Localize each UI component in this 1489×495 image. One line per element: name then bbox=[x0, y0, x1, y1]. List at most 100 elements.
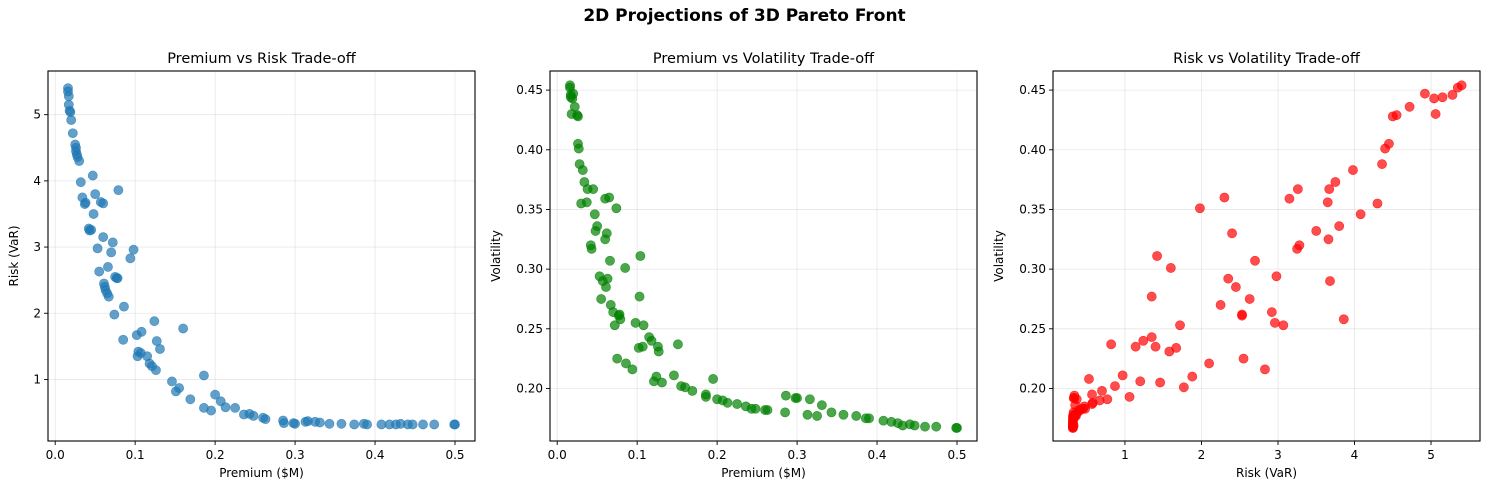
y-axis-label: Risk (VaR) bbox=[7, 225, 21, 286]
x-tick-label: 0.2 bbox=[708, 448, 727, 462]
data-point bbox=[1244, 294, 1255, 304]
data-point bbox=[125, 253, 136, 264]
data-point bbox=[638, 320, 649, 331]
data-point bbox=[589, 209, 600, 220]
data-point bbox=[669, 370, 679, 381]
data-point bbox=[418, 419, 428, 430]
data-point bbox=[1377, 159, 1387, 169]
data-point bbox=[336, 418, 347, 429]
data-point bbox=[604, 192, 615, 203]
y-tick-label: 0.30 bbox=[1019, 262, 1046, 276]
data-point bbox=[1223, 273, 1234, 284]
x-tick-label: 0.2 bbox=[206, 448, 225, 462]
data-point bbox=[596, 294, 607, 304]
data-point bbox=[1284, 193, 1295, 204]
data-point bbox=[1084, 374, 1094, 384]
y-tick-label: 0.25 bbox=[516, 322, 543, 336]
data-point bbox=[248, 410, 259, 421]
data-point bbox=[98, 232, 109, 243]
data-point bbox=[780, 390, 791, 401]
y-tick-label: 0.30 bbox=[516, 262, 543, 276]
data-point bbox=[429, 419, 440, 430]
data-point bbox=[260, 414, 271, 425]
data-point bbox=[708, 374, 719, 384]
data-point bbox=[573, 143, 584, 154]
y-tick-label: 0.45 bbox=[1019, 83, 1046, 97]
data-point bbox=[1322, 197, 1333, 208]
data-point bbox=[149, 316, 160, 327]
data-point bbox=[1271, 271, 1282, 282]
x-tick-label: 5 bbox=[1427, 448, 1435, 462]
figure-suptitle: 2D Projections of 3D Pareto Front bbox=[583, 6, 906, 26]
data-point bbox=[87, 170, 98, 181]
data-point bbox=[838, 409, 849, 420]
data-point bbox=[1334, 221, 1345, 232]
x-axis-label: Premium ($M) bbox=[721, 466, 806, 480]
data-point bbox=[86, 224, 97, 235]
y-tick-label: 0.20 bbox=[516, 381, 543, 395]
data-point bbox=[750, 403, 761, 414]
data-point bbox=[1204, 358, 1215, 369]
data-point bbox=[178, 323, 189, 334]
data-point bbox=[1404, 101, 1415, 112]
data-point bbox=[1230, 282, 1241, 292]
data-point bbox=[1452, 82, 1463, 93]
data-point bbox=[75, 177, 86, 188]
data-point bbox=[1238, 353, 1249, 364]
data-point bbox=[952, 422, 962, 433]
data-point bbox=[673, 339, 683, 350]
data-point bbox=[816, 400, 827, 411]
data-point bbox=[826, 407, 837, 418]
data-point bbox=[112, 273, 123, 284]
data-point bbox=[687, 385, 698, 396]
data-point bbox=[1266, 307, 1277, 317]
data-point bbox=[98, 198, 109, 209]
data-point bbox=[605, 255, 615, 266]
y-axis-label: Volatility bbox=[489, 230, 503, 282]
x-tick-label: 0.0 bbox=[548, 448, 567, 462]
data-point bbox=[174, 383, 185, 393]
data-point bbox=[577, 165, 588, 175]
data-point bbox=[1178, 382, 1189, 393]
data-point bbox=[136, 326, 147, 337]
data-point bbox=[94, 266, 105, 277]
x-tick-label: 3 bbox=[1274, 448, 1282, 462]
data-point bbox=[851, 411, 862, 421]
panel-premium-vs-risk: 0.0 0.1 0.2 0.3 0.4 0.5 1 2 3 4 5 Premium vs Risk T… bbox=[0, 0, 496, 495]
data-point bbox=[792, 393, 802, 403]
data-point bbox=[1311, 226, 1322, 236]
data-point bbox=[1087, 389, 1097, 400]
data-point bbox=[609, 320, 620, 331]
data-point bbox=[151, 365, 161, 376]
data-point bbox=[230, 403, 241, 413]
data-point bbox=[586, 243, 597, 254]
data-point bbox=[1270, 317, 1280, 328]
y-tick-label: 5 bbox=[33, 108, 41, 122]
data-point bbox=[634, 291, 645, 302]
data-point bbox=[909, 420, 920, 431]
panel-title: Premium vs Volatility Trade-off bbox=[653, 51, 875, 67]
data-point bbox=[278, 418, 289, 429]
data-point bbox=[1117, 370, 1128, 381]
data-point bbox=[568, 88, 579, 99]
data-points bbox=[63, 83, 460, 430]
data-point bbox=[588, 184, 599, 195]
x-tick-label: 0.5 bbox=[445, 448, 464, 462]
data-point bbox=[118, 334, 129, 345]
data-point bbox=[1146, 291, 1157, 302]
data-point bbox=[109, 309, 120, 320]
data-point bbox=[602, 273, 613, 284]
data-point bbox=[407, 419, 418, 430]
data-point bbox=[362, 419, 372, 430]
y-tick-label: 0.45 bbox=[516, 83, 543, 97]
y-tick-label: 0.40 bbox=[516, 143, 543, 157]
data-point bbox=[592, 221, 603, 232]
data-point bbox=[1110, 381, 1120, 391]
data-point bbox=[324, 418, 335, 429]
data-point bbox=[128, 244, 139, 255]
y-tick-label: 0.20 bbox=[1019, 381, 1046, 395]
data-point bbox=[1135, 376, 1146, 387]
data-point bbox=[657, 377, 667, 388]
